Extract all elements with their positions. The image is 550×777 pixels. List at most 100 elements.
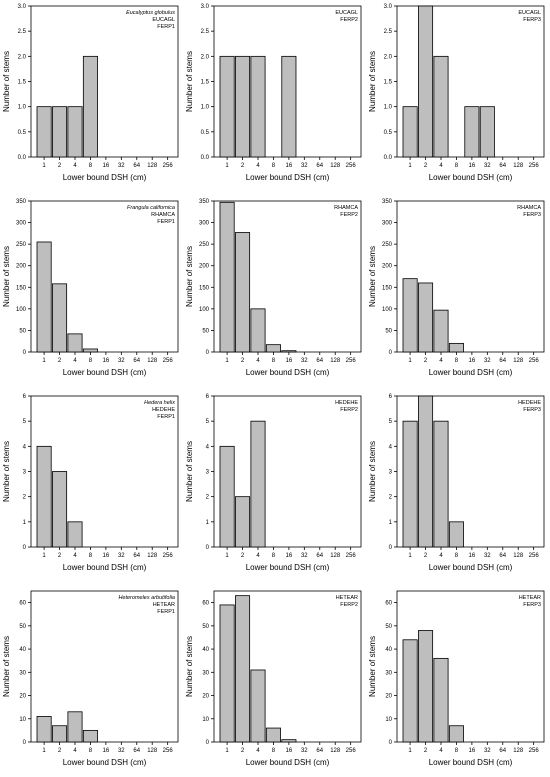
bar xyxy=(36,106,52,158)
y-tick-label: 300 xyxy=(16,221,27,227)
y-tick-label: 1.0 xyxy=(18,105,27,111)
x-tick-label: 1 xyxy=(225,163,229,169)
y-tick-label: 4 xyxy=(206,444,210,450)
x-tick-label: 128 xyxy=(513,748,524,754)
y-tick-label: 0 xyxy=(389,350,393,356)
y-tick-label: 3.0 xyxy=(384,4,393,10)
y-tick-label: 100 xyxy=(382,307,393,313)
bar xyxy=(418,630,434,743)
y-tick-label: 2.0 xyxy=(384,54,393,60)
bar xyxy=(418,282,434,353)
species-code: HEDEHE xyxy=(152,407,175,413)
y-tick-label: 1 xyxy=(389,520,393,526)
bar xyxy=(52,283,68,353)
x-tick-label: 64 xyxy=(499,358,506,364)
x-tick-label: 1 xyxy=(225,358,229,364)
plot-code: FERP2 xyxy=(340,17,358,23)
x-tick-label: 4 xyxy=(256,553,260,559)
x-tick-label: 64 xyxy=(133,748,140,754)
bar xyxy=(67,333,83,353)
x-tick-label: 32 xyxy=(301,553,308,559)
y-axis-label: Number of stems xyxy=(185,441,194,502)
x-tick-label: 64 xyxy=(499,163,506,169)
x-tick-label: 64 xyxy=(316,553,323,559)
x-tick-label: 4 xyxy=(439,748,443,754)
bar xyxy=(219,201,235,353)
y-tick-label: 6 xyxy=(389,394,393,400)
y-tick-label: 3 xyxy=(206,470,210,476)
bar xyxy=(448,725,464,743)
x-axis-label: Lower bound DSH (cm) xyxy=(429,758,513,767)
y-tick-label: 200 xyxy=(16,264,27,270)
x-tick-label: 8 xyxy=(272,358,276,364)
x-tick-label: 8 xyxy=(272,163,276,169)
y-tick-label: 3 xyxy=(389,470,393,476)
x-axis-label: Lower bound DSH (cm) xyxy=(246,563,330,572)
x-tick-label: 32 xyxy=(118,163,125,169)
x-tick-label: 2 xyxy=(424,358,428,364)
bar xyxy=(281,350,297,353)
y-tick-label: 150 xyxy=(199,285,210,291)
y-axis-label: Number of stems xyxy=(368,51,377,112)
plot-code: FERP3 xyxy=(523,602,541,608)
x-tick-label: 2 xyxy=(58,358,62,364)
bar xyxy=(52,725,68,743)
x-tick-label: 8 xyxy=(89,553,93,559)
plot-frame xyxy=(30,200,179,353)
species-code: EUCAGL xyxy=(518,10,541,16)
y-tick-label: 50 xyxy=(385,328,392,334)
x-tick-label: 1 xyxy=(408,748,412,754)
chart-panel: 0.0 0.5 1.0 1.5 2.0 2.5 3.0 1 2 4 8 16 32 64 128 256 Low… xyxy=(2,4,179,182)
y-tick-label: 150 xyxy=(16,285,27,291)
species-code: HETEAR xyxy=(153,602,175,608)
y-tick-label: 2.5 xyxy=(384,29,393,35)
x-tick-label: 16 xyxy=(286,748,293,754)
bar xyxy=(219,445,235,548)
y-tick-label: 3.0 xyxy=(18,4,27,10)
x-tick-label: 256 xyxy=(529,163,540,169)
x-axis-label: Lower bound DSH (cm) xyxy=(63,563,147,572)
x-tick-label: 128 xyxy=(147,358,158,364)
plot-code: FERP1 xyxy=(157,24,175,30)
x-tick-label: 8 xyxy=(89,163,93,169)
plot-code: FERP3 xyxy=(523,212,541,218)
y-tick-label: 300 xyxy=(199,221,210,227)
y-tick-label: 2.0 xyxy=(18,54,27,60)
species-code: EUCAGL xyxy=(335,10,358,16)
x-tick-label: 2 xyxy=(241,358,245,364)
y-tick-label: 250 xyxy=(199,242,210,248)
y-tick-label: 1.5 xyxy=(201,80,210,86)
bar xyxy=(219,55,235,158)
y-tick-label: 60 xyxy=(202,601,209,607)
x-tick-label: 256 xyxy=(346,163,357,169)
y-tick-label: 4 xyxy=(389,444,393,450)
chart-panel: 0 10 20 30 40 50 60 1 2 4 8 16 32 64 128 256 Lower bound… xyxy=(2,590,179,767)
x-tick-label: 16 xyxy=(103,163,110,169)
y-tick-label: 0 xyxy=(23,740,27,746)
plot-code: FERP3 xyxy=(523,17,541,23)
y-tick-label: 3.0 xyxy=(201,4,210,10)
y-tick-label: 100 xyxy=(16,307,27,313)
y-tick-label: 6 xyxy=(23,394,27,400)
species-code: RHAMCA xyxy=(334,205,358,211)
bar xyxy=(82,729,98,743)
y-tick-label: 350 xyxy=(199,199,210,205)
plot-code: FERP3 xyxy=(523,407,541,413)
x-axis-label: Lower bound DSH (cm) xyxy=(429,173,513,182)
y-tick-label: 50 xyxy=(19,328,26,334)
x-tick-label: 16 xyxy=(103,553,110,559)
y-tick-label: 150 xyxy=(382,285,393,291)
bar xyxy=(418,5,434,158)
x-tick-label: 1 xyxy=(408,358,412,364)
chart-panel: 0 50 100 150 200 250 300 350 1 2 4 8 16 32 64 128 256 Low… xyxy=(185,199,362,377)
y-tick-label: 350 xyxy=(382,199,393,205)
x-tick-label: 1 xyxy=(225,748,229,754)
x-tick-label: 16 xyxy=(469,553,476,559)
species-code: RHAMCA xyxy=(517,205,541,211)
species-code: RHAMCA xyxy=(151,212,175,218)
x-tick-label: 4 xyxy=(73,748,77,754)
x-tick-label: 2 xyxy=(241,553,245,559)
x-tick-label: 32 xyxy=(484,358,491,364)
bar xyxy=(52,106,68,158)
